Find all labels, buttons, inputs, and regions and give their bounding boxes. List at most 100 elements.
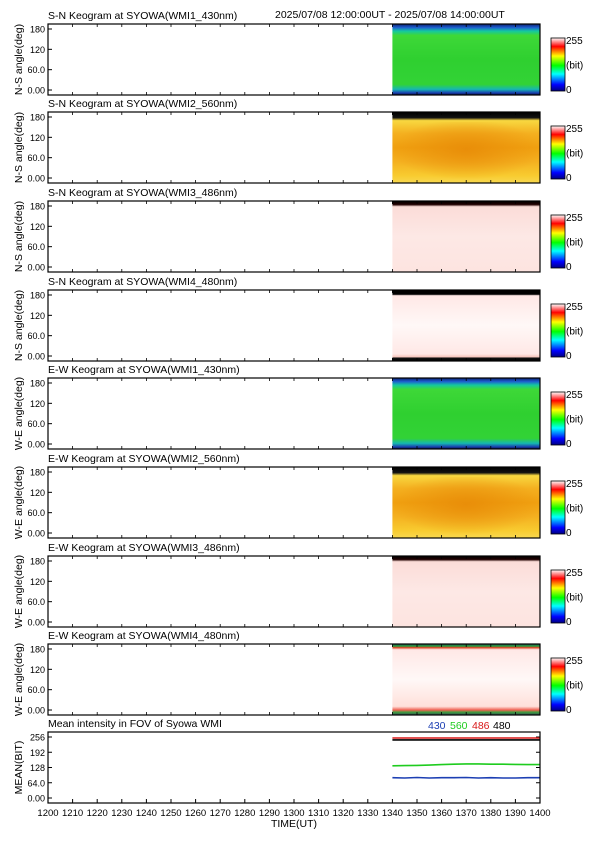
colorbar-max-label: 255 <box>566 213 583 224</box>
y-tick-label: 60.0 <box>27 331 45 341</box>
x-tick-label: 1210 <box>62 808 83 819</box>
colorbar <box>550 657 566 712</box>
x-tick-label: 1320 <box>333 808 354 819</box>
colorbar-max-label: 255 <box>566 479 583 490</box>
keogram-data-block <box>392 378 540 449</box>
keogram-data-block <box>392 644 540 715</box>
keogram-intensity-core <box>392 477 540 538</box>
colorbar-unit-label: (bit) <box>566 327 583 338</box>
x-tick-label: 1200 <box>37 808 58 819</box>
colorbar-min-label: 0 <box>566 528 572 539</box>
x-axis-label: TIME(UT) <box>271 818 317 830</box>
panel-8: E-W Keogram at SYOWA(WMI4_480nm) W-E angl… <box>13 630 583 716</box>
y-tick-label: 0.00 <box>27 86 45 96</box>
panel-title: S-N Keogram at SYOWA(WMI4_480nm) <box>48 276 237 288</box>
colorbar-min-label: 0 <box>566 85 572 96</box>
legend-560: 560 <box>450 720 468 732</box>
colorbar-min-label: 0 <box>566 705 572 716</box>
y-tick-label: 180 <box>30 645 45 655</box>
colorbar-unit-label: (bit) <box>566 415 583 426</box>
colorbar-max-label: 255 <box>566 568 583 579</box>
y-tick-label: 128 <box>30 763 45 773</box>
y-tick-label: 60.0 <box>27 685 45 695</box>
x-tick-label: 1390 <box>505 808 526 819</box>
y-tick-label: 0.00 <box>27 794 45 804</box>
panel-title: Mean intensity in FOV of Syowa WMI <box>48 718 222 730</box>
colorbar-unit-label: (bit) <box>566 504 583 515</box>
y-tick-label: 0.00 <box>27 263 45 273</box>
colorbar-max-label: 255 <box>566 656 583 667</box>
y-tick-label: 64.0 <box>27 778 45 788</box>
y-tick-label: 120 <box>30 133 45 143</box>
y-tick-label: 180 <box>30 113 45 123</box>
x-tick-label: 1240 <box>136 808 157 819</box>
y-tick-label: 0.00 <box>27 706 45 716</box>
keogram-data-block <box>392 201 540 272</box>
plot-frame <box>47 731 541 804</box>
panel-title: S-N Keogram at SYOWA(WMI2_560nm) <box>48 98 237 110</box>
colorbar-max-label: 255 <box>566 124 583 135</box>
keogram-data-block <box>392 556 540 627</box>
y-tick-label: 180 <box>30 557 45 567</box>
y-tick-label: 120 <box>30 222 45 232</box>
colorbar <box>550 303 566 358</box>
y-tick-label: 256 <box>30 733 45 743</box>
y-tick-label: 180 <box>30 468 45 478</box>
panel-2: S-N Keogram at SYOWA(WMI2_560nm) N-S angl… <box>13 98 583 184</box>
y-tick-label: 60.0 <box>27 242 45 252</box>
keogram-data-block <box>392 290 540 361</box>
panel-title: E-W Keogram at SYOWA(WMI1_430nm) <box>48 364 240 376</box>
x-tick-label: 1270 <box>210 808 231 819</box>
colorbar <box>550 214 566 269</box>
y-axis-label: N-S angle(deg) <box>13 112 25 183</box>
colorbar <box>550 569 566 624</box>
y-axis-label: W-E angle(deg) <box>13 377 25 450</box>
y-tick-label: 192 <box>30 748 45 758</box>
colorbar <box>550 37 566 92</box>
colorbar-unit-label: (bit) <box>566 593 583 604</box>
y-tick-label: 60.0 <box>27 508 45 518</box>
y-tick-label: 120 <box>30 488 45 498</box>
y-tick-label: 120 <box>30 45 45 55</box>
panel-5: E-W Keogram at SYOWA(WMI1_430nm) W-E angl… <box>13 364 583 450</box>
y-tick-label: 180 <box>30 291 45 301</box>
panel-title: E-W Keogram at SYOWA(WMI3_486nm) <box>48 542 240 554</box>
y-axis-label: W-E angle(deg) <box>13 466 25 539</box>
colorbar-max-label: 255 <box>566 36 583 47</box>
x-tick-label: 1330 <box>357 808 378 819</box>
colorbar-max-label: 255 <box>566 390 583 401</box>
y-tick-label: 60.0 <box>27 153 45 163</box>
colorbar-min-label: 0 <box>566 173 572 184</box>
panel-1: S-N Keogram at SYOWA(WMI1_430nm) N-S angl… <box>13 10 583 96</box>
y-tick-label: 60.0 <box>27 419 45 429</box>
y-axis-label: N-S angle(deg) <box>13 201 25 272</box>
colorbar-min-label: 0 <box>566 617 572 628</box>
y-tick-label: 0.00 <box>27 618 45 628</box>
colorbar-min-label: 0 <box>566 439 572 450</box>
colorbar-unit-label: (bit) <box>566 238 583 249</box>
x-tick-label: 1340 <box>382 808 403 819</box>
x-tick-label: 1230 <box>111 808 132 819</box>
panel-title: E-W Keogram at SYOWA(WMI4_480nm) <box>48 630 240 642</box>
x-tick-label: 1310 <box>308 808 329 819</box>
x-tick-label: 1350 <box>406 808 427 819</box>
legend-430: 430 <box>428 720 446 732</box>
colorbar <box>550 480 566 535</box>
series-line-430 <box>392 776 540 779</box>
panel-title: E-W Keogram at SYOWA(WMI2_560nm) <box>48 453 240 465</box>
keogram-data-block <box>392 24 540 95</box>
y-axis-label: W-E angle(deg) <box>13 555 25 628</box>
panel-title: S-N Keogram at SYOWA(WMI1_430nm) <box>48 10 237 22</box>
y-tick-label: 180 <box>30 25 45 35</box>
panel-9: Mean intensity in FOV of Syowa WMI MEAN(B… <box>13 718 551 830</box>
y-tick-label: 180 <box>30 202 45 212</box>
x-tick-label: 1400 <box>529 808 550 819</box>
y-tick-label: 120 <box>30 311 45 321</box>
series-line-560 <box>392 763 540 767</box>
y-axis-label: MEAN(BIT) <box>13 741 25 795</box>
x-tick-label: 1260 <box>185 808 206 819</box>
y-axis-label: N-S angle(deg) <box>13 24 25 95</box>
x-tick-label: 1360 <box>431 808 452 819</box>
legend-486: 486 <box>472 720 490 732</box>
x-tick-label: 1380 <box>480 808 501 819</box>
